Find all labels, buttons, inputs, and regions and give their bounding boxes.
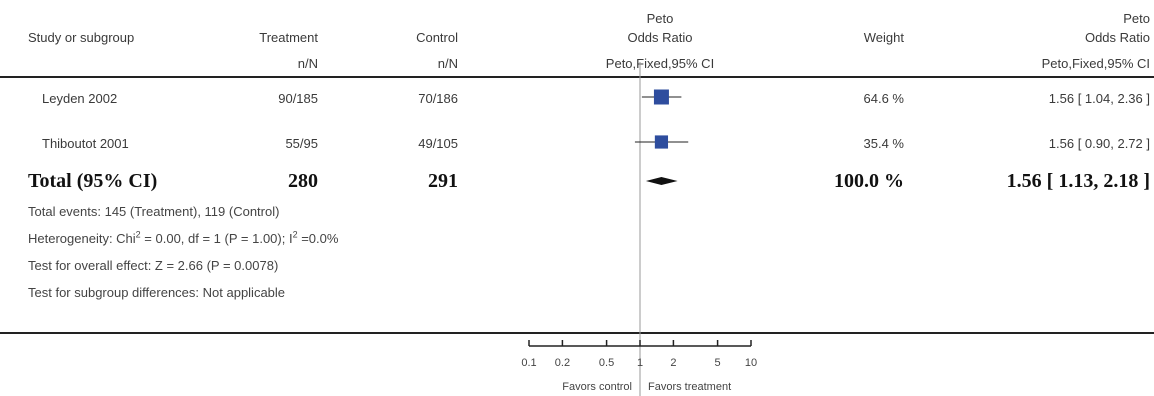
x-tick-label: 0.1 <box>521 357 536 369</box>
total-control: 291 <box>428 170 458 192</box>
study-point-box <box>654 135 669 149</box>
subgroup-differences: Test for subgroup differences: Not appli… <box>28 285 286 300</box>
header-or2-bottom: Odds Ratio <box>1084 30 1150 45</box>
study-treatment: 55/95 <box>285 136 318 151</box>
study-name: Thiboutot 2001 <box>42 136 129 151</box>
header-treatment-sub: n/N <box>297 56 318 71</box>
study-markers <box>634 89 689 149</box>
total-events: Total events: 145 (Treatment), 119 (Cont… <box>28 204 280 219</box>
favors-control-label: Favors control <box>562 381 632 393</box>
x-tick-label: 2 <box>670 357 676 369</box>
x-tick-label: 0.2 <box>555 357 570 369</box>
total-label: Total (95% CI) <box>28 170 158 192</box>
header-control: Control <box>416 30 458 45</box>
header-method: Peto,Fixed,95% CI <box>605 56 715 71</box>
header-treatment: Treatment <box>259 30 318 45</box>
header-or-top: Peto <box>646 11 674 26</box>
header-study: Study or subgroup <box>28 30 135 45</box>
header-control-sub: n/N <box>437 56 458 71</box>
header-or2-top: Peto <box>1123 11 1150 26</box>
favors-treatment-label: Favors treatment <box>648 381 731 393</box>
study-ci: 1.56 [ 0.90, 2.72 ] <box>1048 136 1150 151</box>
header-weight: Weight <box>863 30 904 45</box>
x-axis-ticks: 0.1 0.2 0.5 1 2 5 10 <box>521 340 757 369</box>
study-treatment: 90/185 <box>278 91 318 106</box>
overall-effect: Test for overall effect: Z = 2.66 (P = 0… <box>28 258 279 273</box>
heterogeneity: Heterogeneity: Chi2 = 0.00, df = 1 (P = … <box>28 229 339 246</box>
study-control: 49/105 <box>418 136 458 151</box>
x-tick-label: 0.5 <box>599 357 614 369</box>
total-diamond-group <box>645 177 678 185</box>
header-or-bottom: Odds Ratio <box>627 30 693 45</box>
header-rule <box>0 76 1154 78</box>
total-ci: 1.56 [ 1.13, 2.18 ] <box>1006 170 1150 192</box>
x-tick-label: 1 <box>637 357 643 369</box>
study-control: 70/186 <box>418 91 458 106</box>
study-point-box <box>653 89 669 105</box>
study-ci: 1.56 [ 1.04, 2.36 ] <box>1048 91 1150 106</box>
x-tick-label: 5 <box>715 357 721 369</box>
study-weight: 35.4 % <box>863 136 904 151</box>
total-weight: 100.0 % <box>834 170 904 192</box>
bottom-rule <box>0 332 1154 334</box>
x-tick-label: 10 <box>745 357 757 369</box>
total-treatment: 280 <box>288 170 318 192</box>
total-diamond <box>645 177 678 185</box>
study-name: Leyden 2002 <box>42 91 118 106</box>
study-weight: 64.6 % <box>863 91 904 106</box>
header-method2: Peto,Fixed,95% CI <box>1041 56 1150 71</box>
